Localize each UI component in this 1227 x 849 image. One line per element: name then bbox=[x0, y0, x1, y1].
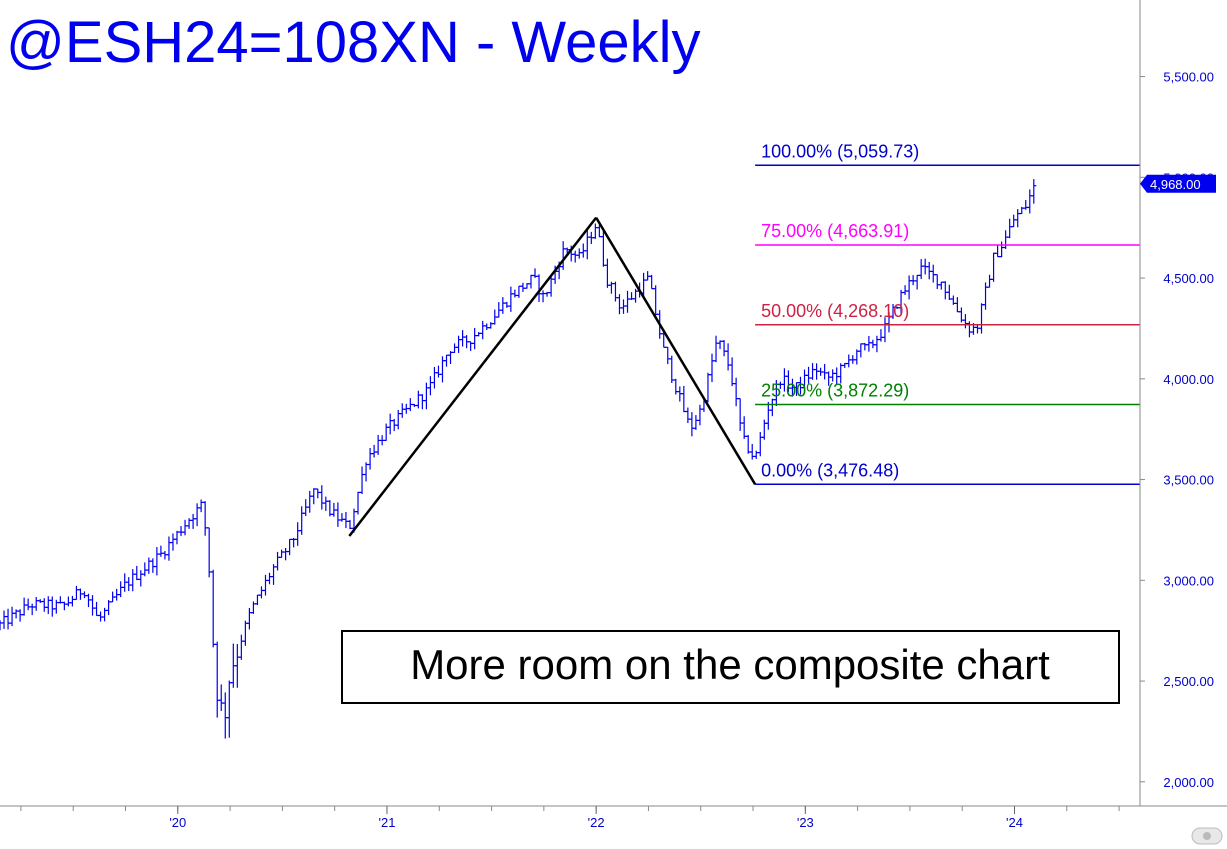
y-tick-label: 2,000.00 bbox=[1163, 775, 1214, 790]
chart-title: @ESH24=108XN - Weekly bbox=[6, 10, 701, 75]
last-price-tag: 4,968.00 bbox=[1140, 174, 1216, 193]
fib-level-label: 0.00% (3,476.48) bbox=[761, 460, 899, 480]
y-tick-label: 5,500.00 bbox=[1163, 70, 1214, 85]
y-tick-label: 4,500.00 bbox=[1163, 271, 1214, 286]
y-tick-label: 2,500.00 bbox=[1163, 674, 1214, 689]
annotation-box-border bbox=[341, 630, 1120, 704]
x-tick-label: '24 bbox=[1006, 815, 1023, 830]
fibonacci-levels: 100.00% (5,059.73) 75.00% (4,663.91) 50.00… bbox=[755, 141, 1140, 486]
fib-level-label: 75.00% (4,663.91) bbox=[761, 221, 909, 241]
scroll-handle-knob[interactable] bbox=[1203, 832, 1211, 840]
fib-level-label: 100.00% (5,059.73) bbox=[761, 141, 919, 161]
scroll-handle[interactable] bbox=[1191, 827, 1223, 845]
annotation-box: More room on the composite chart bbox=[341, 630, 1120, 704]
abc-pattern-leg bbox=[595, 216, 757, 485]
x-tick-label: '23 bbox=[797, 815, 814, 830]
last-price-label: 4,968.00 bbox=[1150, 177, 1201, 192]
fib-level-label: 50.00% (4,268.10) bbox=[761, 301, 909, 321]
abc-pattern bbox=[348, 216, 757, 537]
annotation-text: More room on the composite chart bbox=[410, 641, 1050, 688]
x-tick-label: '21 bbox=[378, 815, 395, 830]
price-bars bbox=[0, 179, 1037, 739]
last-price-tag-shape bbox=[1140, 174, 1216, 193]
x-tick-label: '22 bbox=[588, 815, 605, 830]
abc-pattern-leg bbox=[348, 216, 598, 537]
axes bbox=[0, 0, 1227, 807]
x-axis-ticks: '20 '21 '22 '23 '24 bbox=[20, 806, 1120, 830]
y-tick-label: 3,500.00 bbox=[1163, 473, 1214, 488]
fib-level-label: 25.00% (3,872.29) bbox=[761, 381, 909, 401]
y-tick-label: 3,000.00 bbox=[1163, 573, 1214, 588]
y-tick-label: 4,000.00 bbox=[1163, 372, 1214, 387]
x-tick-label: '20 bbox=[169, 815, 186, 830]
